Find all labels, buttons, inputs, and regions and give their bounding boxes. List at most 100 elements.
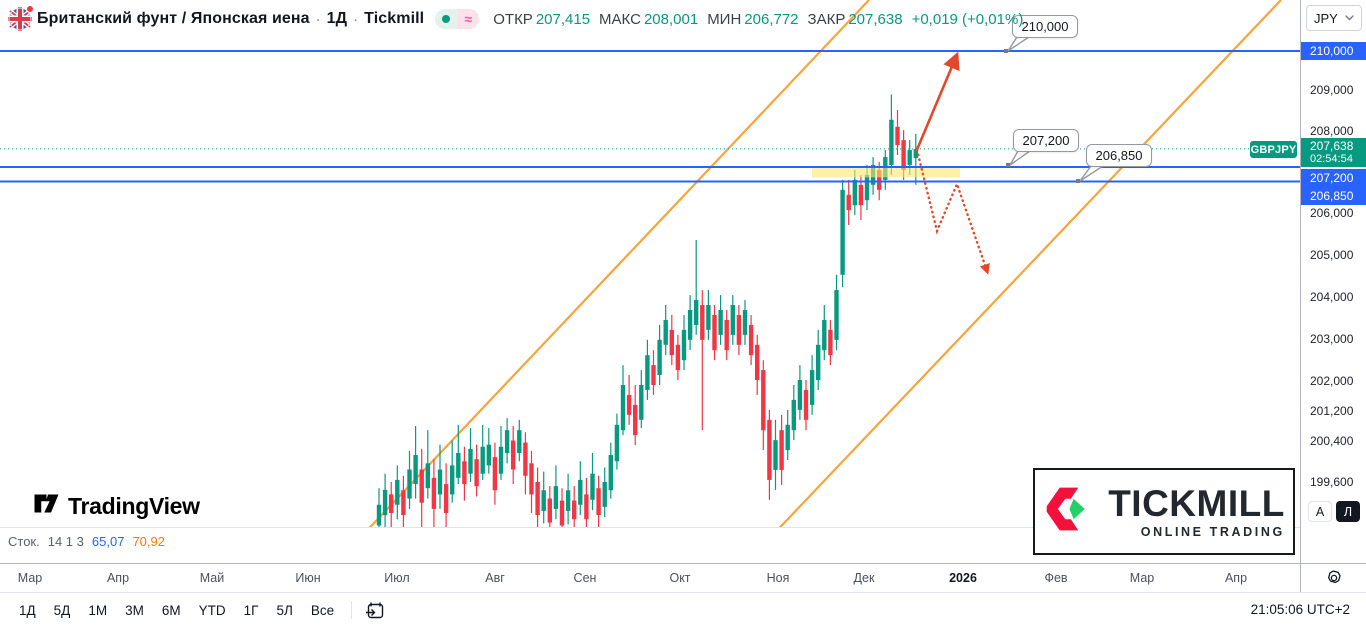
time-axis-label[interactable]: Апр xyxy=(1224,571,1248,585)
candle-body xyxy=(504,430,510,453)
symbol-legend[interactable]: Британский фунт / Японская иена · 1Д · T… xyxy=(8,5,1023,31)
candle-body xyxy=(761,370,766,431)
candle-body xyxy=(767,419,772,480)
callout-anchor-dot[interactable] xyxy=(1076,179,1080,183)
time-axis-label[interactable]: Окт xyxy=(669,571,691,585)
time-axis-label[interactable]: Дек xyxy=(853,571,875,585)
range-button-1Д[interactable]: 1Д xyxy=(19,602,36,618)
candle-body xyxy=(797,380,803,410)
candle-body xyxy=(584,494,589,520)
chevron-down-icon xyxy=(1345,15,1354,21)
candle-body xyxy=(468,448,473,474)
current-price: 207,638 xyxy=(1310,138,1354,153)
auto-scale-button[interactable]: А xyxy=(1308,501,1332,522)
range-button-5Л[interactable]: 5Л xyxy=(276,602,293,618)
time-axis-label[interactable]: Июл xyxy=(384,571,410,585)
log-scale-button[interactable]: Л xyxy=(1336,501,1360,522)
trend-channel-line[interactable] xyxy=(749,0,1282,560)
range-button-3М[interactable]: 3М xyxy=(125,602,144,618)
time-axis-label[interactable]: Июн xyxy=(295,571,321,585)
symbol-title[interactable]: Британский фунт / Японская иена xyxy=(37,10,310,27)
ticker-price-line-pill[interactable]: GBPJPY xyxy=(1250,141,1297,158)
callout-anchor-dot[interactable] xyxy=(1006,163,1010,167)
supply-zone-highlight[interactable] xyxy=(812,167,960,178)
chart-pane[interactable]: Британский фунт / Японская иена · 1Д · T… xyxy=(0,0,1300,563)
close-value: 207,638 xyxy=(848,10,903,28)
chart-canvas[interactable] xyxy=(0,0,1300,563)
range-button-Все[interactable]: Все xyxy=(310,602,335,618)
time-axis-label[interactable]: Авг xyxy=(485,571,505,585)
candle-body xyxy=(913,148,918,159)
time-axis-label[interactable]: Май xyxy=(199,571,225,585)
axis-badge-206850[interactable]: 206,850 xyxy=(1301,187,1366,205)
time-axis-label[interactable]: Сен xyxy=(573,571,597,585)
status-badges: ≈ xyxy=(435,9,480,29)
price-callout-206850[interactable]: 206,850 xyxy=(1086,144,1152,167)
axis-badge-207200[interactable]: 207,200 xyxy=(1301,169,1366,187)
price-callout-210000[interactable]: 210,000 xyxy=(1012,15,1078,38)
currency-label: JPY xyxy=(1314,10,1338,26)
price-tick-label: 201,200 xyxy=(1310,404,1354,418)
time-axis[interactable]: Мар Апр Май Июн Июл Авг Сен Окт Ноя Дек 2026 Фев Мар… xyxy=(0,563,1300,592)
candle-body xyxy=(773,440,778,470)
candle-body xyxy=(669,329,674,356)
time-axis-label[interactable]: Апр xyxy=(106,571,130,585)
candle-body xyxy=(572,500,577,520)
candle-body xyxy=(511,440,516,470)
candle-body xyxy=(645,355,650,390)
candle-body xyxy=(480,446,485,474)
callout-anchor-dot[interactable] xyxy=(1004,49,1008,53)
range-button-5Д[interactable]: 5Д xyxy=(53,602,71,618)
time-axis-label[interactable]: Мар xyxy=(17,571,43,585)
pane-divider[interactable] xyxy=(0,527,1300,528)
gear-icon[interactable] xyxy=(1326,570,1342,586)
bottom-toolbar: 1Д 5Д 1М 3М 6М YTD 1Г 5Л Все 21:05:06 UTC+2 xyxy=(0,592,1366,627)
go-to-date-button[interactable] xyxy=(360,598,388,622)
range-button-1М[interactable]: 1М xyxy=(88,602,108,618)
open-value: 207,415 xyxy=(535,10,591,28)
clock-timezone[interactable]: 21:05:06 UTC+2 xyxy=(1250,602,1350,617)
approx-data-icon[interactable]: ≈ xyxy=(457,9,480,29)
candle-body xyxy=(639,385,644,420)
time-axis-label[interactable]: 2026 xyxy=(949,571,977,585)
high-label: МАКС xyxy=(599,10,641,28)
candle-body xyxy=(675,344,681,371)
range-button-1Г[interactable]: 1Г xyxy=(243,602,259,618)
candle-body xyxy=(840,189,845,275)
separator: · xyxy=(353,10,359,28)
candle-body xyxy=(443,484,449,514)
range-button-6М[interactable]: 6М xyxy=(161,602,181,618)
axis-badge-210000[interactable]: 210,000 xyxy=(1301,42,1366,60)
candle-body xyxy=(785,424,790,451)
stochastic-legend[interactable]: Сток. 14 1 3 65,07 70,92 xyxy=(8,534,165,549)
candle-body xyxy=(907,150,912,165)
candle-body xyxy=(663,319,668,345)
axis-badge-current-price[interactable]: 207,638 02:54:54 xyxy=(1301,138,1366,167)
candle-body xyxy=(596,488,601,516)
price-tick-label: 199,600 xyxy=(1310,475,1354,489)
time-axis-label[interactable]: Ноя xyxy=(766,571,790,585)
time-axis-label[interactable]: Мар xyxy=(1129,571,1155,585)
interval-label[interactable]: 1Д xyxy=(326,10,348,27)
candle-body xyxy=(694,300,699,325)
range-button-YTD[interactable]: YTD xyxy=(198,602,226,618)
price-axis[interactable]: JPY 209,000 208,000 206,000 205,000 204,000 2… xyxy=(1300,0,1366,563)
bearish-projection-path[interactable] xyxy=(915,148,990,275)
tickmill-name: TICKMILL xyxy=(1108,482,1285,524)
toolbar-divider xyxy=(351,601,353,619)
stoch-name: Сток. xyxy=(8,534,40,549)
candle-body xyxy=(730,305,735,335)
price-tick-label: 200,400 xyxy=(1310,434,1354,448)
candle-body xyxy=(590,473,595,500)
tradingview-watermark[interactable]: TradingView xyxy=(33,490,200,522)
axis-settings-cell[interactable] xyxy=(1300,563,1366,592)
currency-dropdown[interactable]: JPY xyxy=(1306,5,1362,31)
market-open-icon[interactable] xyxy=(435,9,458,29)
price-callout-207200[interactable]: 207,200 xyxy=(1013,129,1079,152)
candle-body xyxy=(809,370,815,405)
broker-label[interactable]: Tickmill xyxy=(364,10,425,27)
time-axis-label[interactable]: Фев xyxy=(1044,571,1068,585)
trend-channel-line[interactable] xyxy=(339,0,870,560)
candle-body xyxy=(608,455,613,491)
bullish-arrow[interactable] xyxy=(914,51,960,153)
